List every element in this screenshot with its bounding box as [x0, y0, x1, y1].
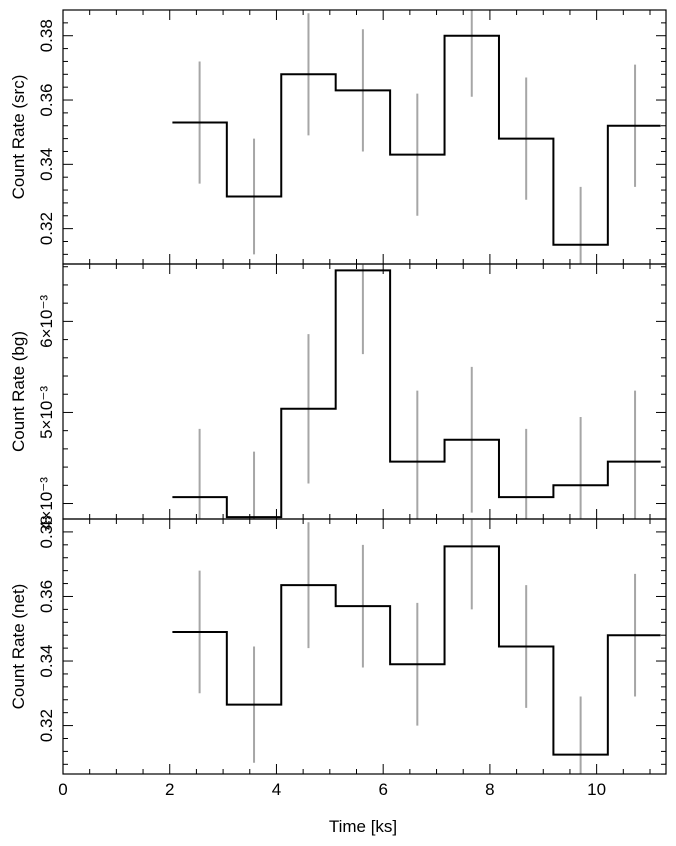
- y-tick-label: 0.32: [37, 212, 56, 245]
- x-tick-label: 2: [165, 780, 174, 799]
- x-tick-label: 6: [378, 780, 387, 799]
- step-line: [172, 34, 661, 246]
- step-line: [172, 545, 661, 756]
- panel-frame: [62, 518, 667, 775]
- x-tick-label: 10: [587, 780, 606, 799]
- y-tick-label: 5×10⁻³: [37, 386, 56, 439]
- y-tick-label: 0.38: [37, 515, 56, 548]
- x-axis-label: Time [ks]: [329, 817, 397, 836]
- y-axis-label: Count Rate (net): [9, 584, 28, 710]
- y-tick-label: 0.36: [37, 580, 56, 613]
- y-tick-label: 0.32: [37, 709, 56, 742]
- step-line: [172, 269, 661, 519]
- y-tick-label: 0.36: [37, 83, 56, 116]
- y-tick-label: 4×10⁻³: [37, 477, 56, 530]
- y-tick-label: 0.38: [37, 19, 56, 52]
- y-tick-label: 6×10⁻³: [37, 295, 56, 348]
- panel-frame: [62, 263, 667, 520]
- x-tick-label: 8: [485, 780, 494, 799]
- y-tick-label: 0.34: [37, 148, 56, 181]
- x-tick-label: 4: [272, 780, 281, 799]
- x-tick-label: 0: [58, 780, 67, 799]
- y-axis-label: Count Rate (bg): [9, 331, 28, 452]
- y-axis-label: Count Rate (src): [9, 75, 28, 200]
- y-tick-label: 0.34: [37, 644, 56, 677]
- panel-frame: [62, 9, 667, 265]
